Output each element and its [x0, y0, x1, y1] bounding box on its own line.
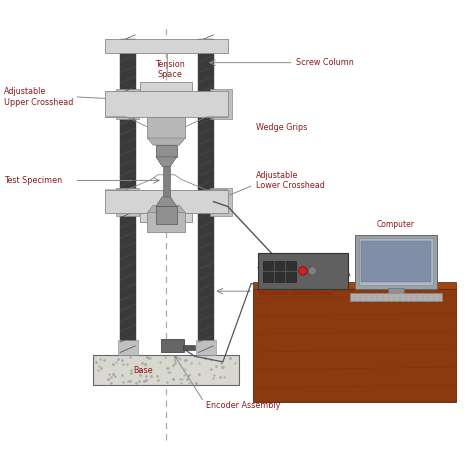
Bar	[358, 238, 434, 285]
Bar	[183, 346, 195, 350]
Text: Encoder Assembly: Encoder Assembly	[206, 401, 281, 410]
Bar	[258, 254, 348, 289]
Bar	[350, 292, 442, 301]
Circle shape	[308, 267, 317, 275]
Polygon shape	[156, 197, 177, 206]
Text: Wedge Grips: Wedge Grips	[256, 123, 307, 132]
Text: Adjustable
Upper Crosshead: Adjustable Upper Crosshead	[4, 87, 73, 107]
Bar	[140, 82, 192, 91]
Polygon shape	[147, 138, 185, 145]
Bar	[105, 39, 228, 53]
Bar	[156, 145, 177, 157]
Bar	[117, 188, 139, 216]
Bar	[105, 91, 228, 117]
Text: Screw Column: Screw Column	[296, 58, 354, 67]
Text: Electronic Control Pannel: Electronic Control Pannel	[259, 291, 333, 296]
Polygon shape	[156, 157, 177, 166]
Text: Tension
Space: Tension Space	[155, 60, 185, 80]
Polygon shape	[147, 205, 185, 212]
Bar	[147, 212, 185, 232]
Bar	[210, 188, 232, 216]
Bar	[156, 206, 177, 224]
Bar	[120, 39, 135, 353]
Bar	[254, 289, 456, 402]
Bar	[140, 213, 192, 222]
Bar	[210, 89, 232, 119]
Text: Computer: Computer	[377, 220, 415, 229]
Text: Adjustable
Lower Crosshead: Adjustable Lower Crosshead	[256, 171, 325, 190]
Bar	[118, 340, 137, 355]
Circle shape	[299, 267, 307, 275]
Bar	[254, 282, 456, 289]
Bar	[263, 261, 296, 282]
Bar	[93, 355, 239, 385]
Bar	[355, 235, 438, 289]
Bar	[105, 190, 228, 213]
Text: Base: Base	[133, 365, 153, 374]
Bar	[388, 288, 404, 293]
Bar	[198, 39, 213, 353]
Bar	[161, 339, 184, 353]
Bar	[163, 166, 170, 197]
Bar	[117, 89, 139, 119]
Bar	[196, 340, 216, 355]
Text: Test Specimen: Test Specimen	[4, 176, 62, 185]
Bar	[361, 241, 431, 282]
Bar	[147, 117, 185, 138]
